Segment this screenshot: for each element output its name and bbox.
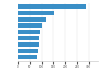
Bar — [18, 49, 38, 53]
Bar — [18, 55, 37, 59]
Bar — [18, 11, 55, 15]
Bar — [18, 23, 42, 28]
Bar — [18, 42, 39, 47]
Bar — [18, 36, 39, 40]
Bar — [18, 4, 86, 9]
Bar — [18, 30, 40, 34]
Bar — [18, 17, 46, 22]
